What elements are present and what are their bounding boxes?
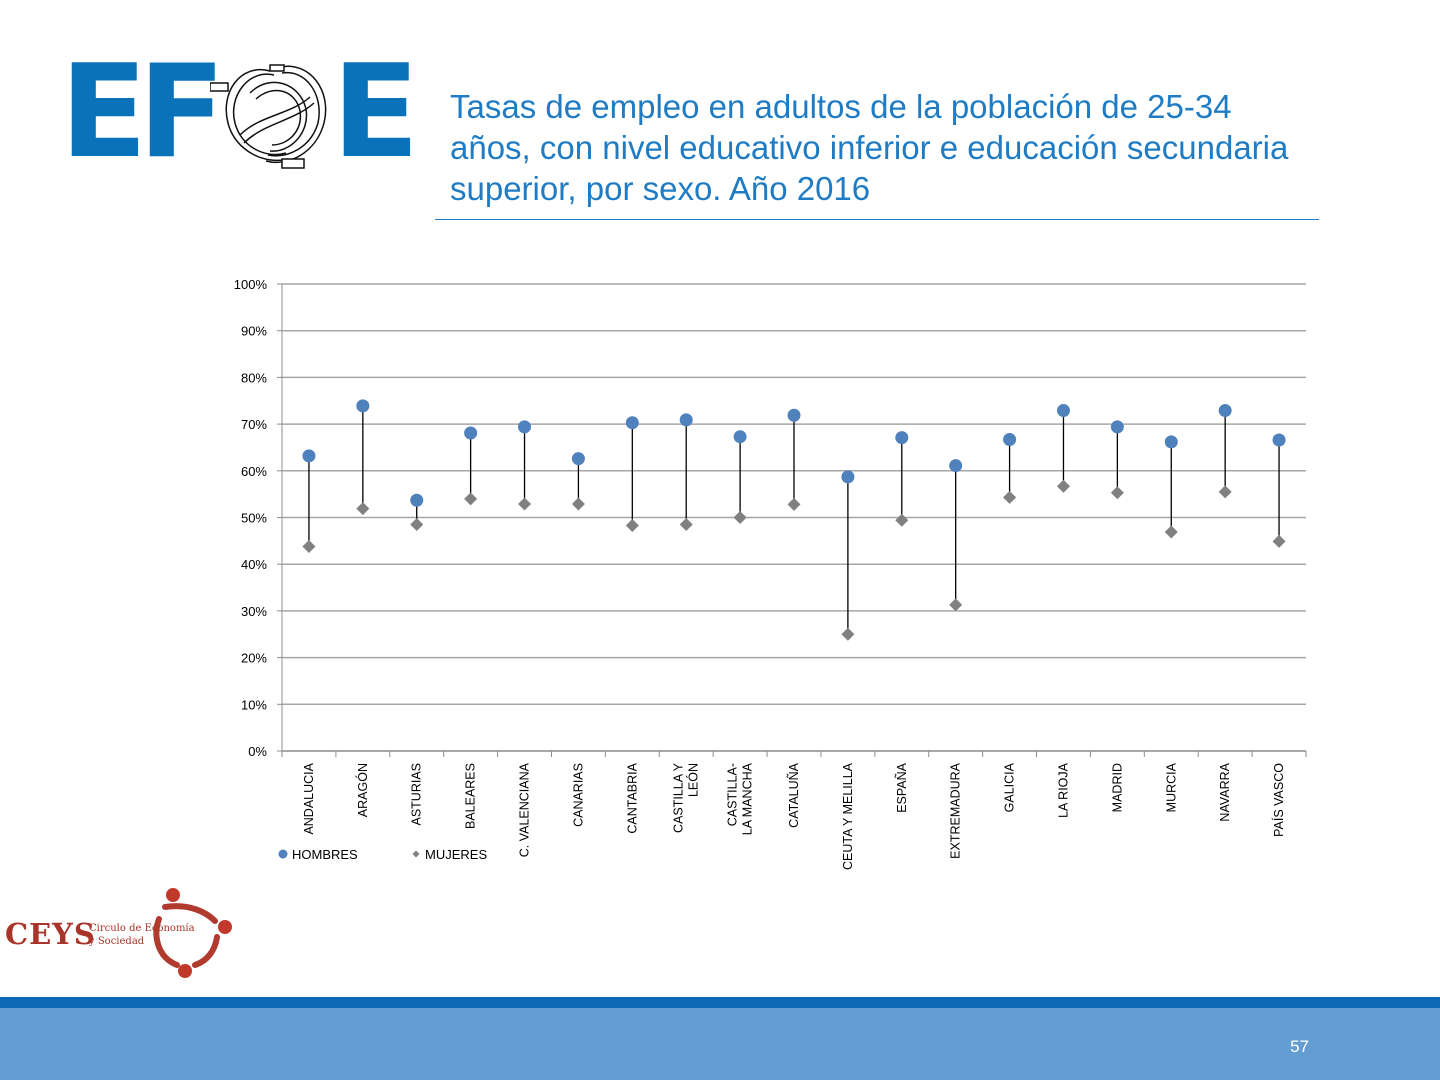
- footer-accent-line: [0, 997, 1440, 1008]
- x-category-label: BALEARES: [464, 763, 478, 829]
- x-category-label: CATALUÑA: [787, 762, 801, 827]
- x-category-label: ASTURIAS: [410, 763, 424, 826]
- mujeres-point: [895, 513, 909, 527]
- y-tick-label: 50%: [241, 511, 267, 526]
- x-category-label: EXTREMADURA: [949, 762, 963, 859]
- employment-rate-chart: 0% 10% 20% 30% 40% 50% 60% 70% 80% 90% 100% ANDALUC…: [234, 277, 1307, 870]
- legend-hombres-marker: [278, 849, 288, 859]
- mujeres-point: [787, 497, 801, 511]
- x-category-label: MURCIA: [1164, 762, 1178, 812]
- mujeres-point: [571, 497, 585, 511]
- ceys-name-line1: Circulo de Economía: [89, 923, 195, 934]
- x-category-label: GALICIA: [1003, 762, 1017, 812]
- y-tick-label: 60%: [241, 464, 267, 479]
- hombres-point: [356, 399, 370, 413]
- x-category-label: ARAGÓN: [355, 763, 370, 817]
- title-divider: [435, 219, 1319, 220]
- y-tick-label: 10%: [241, 697, 267, 712]
- y-tick-label: 0%: [248, 744, 267, 759]
- mujeres-point: [1164, 525, 1178, 539]
- y-tick-label: 30%: [241, 604, 267, 619]
- hombres-point: [1110, 420, 1124, 434]
- logo-letter-e2: E: [332, 38, 420, 187]
- page-number: 57: [1290, 1037, 1309, 1056]
- y-tick-label: 90%: [241, 324, 267, 339]
- x-category-label: PAÍS VASCO: [1271, 763, 1286, 837]
- slide-title: Tasas de empleo en adultos de la poblaci…: [450, 88, 1289, 207]
- logo-letter-f: F: [138, 38, 226, 187]
- mujeres-point: [1056, 479, 1070, 493]
- x-category-label: LA RIOJA: [1056, 762, 1070, 818]
- mujeres-point: [356, 502, 370, 516]
- x-category-label: CANTABRIA: [625, 762, 639, 833]
- y-tick-label: 40%: [241, 557, 267, 572]
- hombres-point: [302, 449, 316, 463]
- mujeres-point: [733, 511, 747, 524]
- mujeres-point: [410, 518, 424, 532]
- mujeres-point: [841, 627, 855, 641]
- hombres-point: [464, 426, 478, 440]
- x-category-label: ESPAÑA: [895, 762, 909, 812]
- mujeres-point: [625, 518, 639, 532]
- x-category-label: NAVARRA: [1218, 762, 1232, 821]
- x-category-label: C. VALENCIANA: [518, 762, 532, 857]
- hombres-point: [1003, 433, 1017, 447]
- efe-logo: E F E: [60, 49, 419, 177]
- ceys-people-ring-icon: [153, 888, 232, 978]
- y-tick-label: 70%: [241, 417, 267, 432]
- swirl-logo-icon: [210, 64, 327, 169]
- mujeres-point: [949, 598, 963, 612]
- hombres-point: [625, 416, 639, 430]
- footer-band: [0, 1008, 1440, 1080]
- mujeres-point: [1272, 534, 1286, 548]
- x-category-label: ANDALUCIA: [302, 762, 316, 834]
- ceys-mark: CEYS: [5, 917, 96, 951]
- mujeres-point: [679, 518, 693, 532]
- hombres-point: [787, 408, 801, 422]
- x-category-label: LEÓN: [686, 763, 701, 797]
- mujeres-point: [518, 497, 532, 511]
- hombres-point: [410, 493, 424, 507]
- x-category-label: CASTILLA-: [726, 763, 740, 826]
- hombres-point: [733, 430, 747, 444]
- mujeres-point: [1110, 486, 1124, 500]
- x-category-label: LA MANCHA: [741, 762, 755, 835]
- x-category-label: CANARIAS: [571, 763, 585, 827]
- x-category-label: MADRID: [1110, 763, 1124, 812]
- hombres-point: [895, 431, 909, 445]
- hombres-point: [679, 413, 693, 427]
- mujeres-point: [464, 492, 478, 506]
- y-tick-label: 80%: [241, 370, 267, 385]
- x-category-label: CASTILLA Y: [672, 762, 686, 833]
- hombres-point: [1056, 404, 1070, 418]
- hombres-point: [841, 470, 855, 484]
- mujeres-point: [1218, 485, 1232, 499]
- hombres-point: [1272, 433, 1286, 447]
- x-category-label: CEUTA Y MELILLA: [841, 762, 855, 870]
- hombres-point: [949, 459, 963, 473]
- hombres-point: [518, 420, 532, 434]
- y-tick-label: 20%: [241, 651, 267, 666]
- logo-letter-e1: E: [60, 38, 148, 187]
- ceys-name-line2: y Sociedad: [89, 936, 145, 947]
- mujeres-point: [1003, 490, 1017, 504]
- ceys-logo: CEYS Circulo de Economía y Sociedad: [5, 885, 235, 985]
- hombres-point: [1164, 435, 1178, 449]
- hombres-point: [1218, 404, 1232, 418]
- legend-mujeres-marker: [412, 850, 420, 858]
- y-tick-label: 100%: [234, 277, 268, 292]
- hombres-point: [571, 452, 585, 466]
- mujeres-point: [302, 539, 316, 553]
- legend-hombres-label: HOMBRES: [292, 847, 358, 862]
- legend-mujeres-label: MUJERES: [425, 847, 487, 862]
